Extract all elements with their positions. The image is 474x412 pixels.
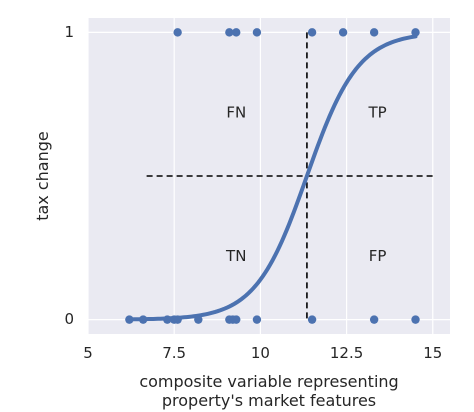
annotation-tp: TP [367, 103, 386, 121]
x-tick-label-1: 7.5 [162, 344, 186, 362]
x-axis-label-line-1: composite variable representing [139, 372, 398, 391]
data-point-15 [232, 28, 241, 37]
data-point-11 [369, 315, 379, 324]
data-point-2 [163, 315, 172, 324]
data-point-13 [173, 28, 182, 37]
data-point-8 [232, 315, 241, 324]
data-point-17 [307, 28, 317, 37]
x-tick-label-4: 15 [423, 344, 442, 362]
y-axis-label: tax change [33, 131, 52, 221]
data-point-12 [411, 315, 420, 324]
data-point-9 [252, 315, 262, 324]
data-point-14 [225, 28, 234, 37]
data-point-1 [138, 315, 148, 324]
data-point-10 [307, 315, 317, 324]
x-axis-label-line-2: property's market features [162, 391, 376, 410]
annotation-fp: FP [369, 247, 387, 265]
data-points [125, 28, 420, 324]
x-tick-label-0: 5 [83, 344, 93, 362]
y-tick-label-0: 0 [64, 310, 74, 328]
data-point-20 [411, 28, 420, 37]
y-tick-label-1: 1 [64, 23, 74, 41]
x-tick-label-2: 10 [251, 344, 270, 362]
data-point-19 [369, 28, 379, 37]
annotation-tn: TN [225, 247, 246, 265]
data-point-16 [252, 28, 262, 37]
data-point-4 [173, 315, 182, 324]
data-point-18 [338, 28, 348, 37]
quadrant-annotations: FN TP TN FP [225, 103, 387, 265]
data-point-5 [194, 315, 203, 324]
annotation-fn: FN [226, 103, 246, 121]
data-point-0 [125, 315, 134, 324]
tick-labels: 5 7.5 10 12.5 15 0 1 [64, 23, 442, 362]
x-tick-label-3: 12.5 [330, 344, 363, 362]
